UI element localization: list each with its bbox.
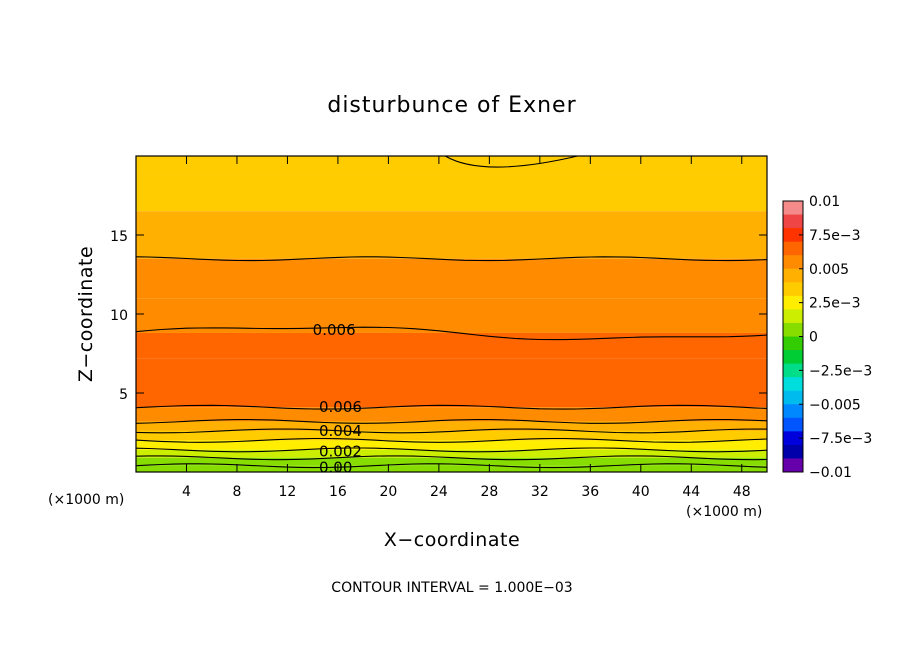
colorbar-label-2: 0.005 <box>809 262 849 278</box>
contour-line-4 <box>135 428 768 434</box>
colorbar-label-1: 7.5e−3 <box>809 228 861 244</box>
contour-line-5 <box>135 419 768 424</box>
colorbar-swatch-17 <box>783 431 803 446</box>
contour-label-1: 0.006 <box>319 398 362 416</box>
field-band-0 <box>136 156 767 175</box>
colorbar-swatch-0 <box>783 201 803 216</box>
x-tick-label-3: 16 <box>329 484 347 500</box>
y-axis-ticks: 5 10 15 <box>110 229 767 403</box>
field-band-13 <box>136 457 767 466</box>
x-tick-label-11: 48 <box>733 484 751 500</box>
field-band-3 <box>136 258 767 299</box>
colorbar-label-7: −7.5e−3 <box>809 431 872 447</box>
colorbar-swatch-2 <box>783 228 803 243</box>
contour-lines <box>135 155 768 469</box>
field-band-10 <box>136 430 767 441</box>
colorbar-swatch-12 <box>783 363 803 378</box>
y-tick-label-2: 15 <box>110 229 128 245</box>
field-band-9 <box>136 421 767 431</box>
x-axis-label: X−coordinate <box>384 529 520 551</box>
colorbar-label-3: 2.5e−3 <box>809 296 861 312</box>
colorbar: 0.01 7.5e−3 0.005 2.5e−3 0 −2.5e−3 −0.005 −7.5e… <box>782 194 872 481</box>
colorbar-swatch-14 <box>783 390 803 405</box>
contour-line-3 <box>135 437 768 443</box>
x-axis-ticks: 4 8 12 16 20 24 28 32 36 40 44 48 <box>182 156 751 500</box>
colorbar-label-6: −0.005 <box>809 397 861 413</box>
contour-line-7 <box>135 326 768 341</box>
contour-line-1 <box>135 455 768 461</box>
contour-label-3: 0.002 <box>319 442 362 460</box>
field-band-4 <box>136 298 767 333</box>
chart-title: disturbunce of Exner <box>327 93 576 118</box>
contour-label-0: 0.006 <box>313 321 356 339</box>
x-tick-label-10: 44 <box>682 484 700 500</box>
field-band-11 <box>136 440 767 450</box>
colorbar-label-4: 0 <box>809 330 818 346</box>
colorbar-swatch-7 <box>783 295 803 310</box>
colorbar-label-5: −2.5e−3 <box>809 363 872 379</box>
field-band-1 <box>136 174 767 212</box>
x-tick-label-0: 4 <box>182 484 191 500</box>
colorbar-swatch-9 <box>783 322 803 337</box>
x-tick-label-5: 24 <box>430 484 448 500</box>
colorbar-swatch-18 <box>783 444 803 459</box>
x-tick-label-9: 40 <box>632 484 650 500</box>
y-tick-label-0: 5 <box>119 387 128 403</box>
x-tick-label-6: 28 <box>480 484 498 500</box>
field-band-6 <box>136 358 767 393</box>
colorbar-swatch-5 <box>783 268 803 283</box>
colorbar-swatch-8 <box>783 309 803 324</box>
colorbar-swatch-4 <box>783 255 803 270</box>
y-axis-label: Z−coordinate <box>75 246 97 382</box>
colorbar-swatch-6 <box>783 282 803 297</box>
colorbar-swatch-13 <box>783 377 803 392</box>
x-tick-label-7: 32 <box>531 484 549 500</box>
contour-line-top <box>444 155 578 168</box>
x-tick-label-2: 12 <box>279 484 297 500</box>
contour-label-4: 0.00 <box>319 458 352 476</box>
contour-label-2: 0.004 <box>319 422 362 440</box>
contour-line-6 <box>135 404 768 410</box>
field-band-14 <box>136 465 767 472</box>
field-band-8 <box>136 407 767 422</box>
x-tick-label-8: 36 <box>581 484 599 500</box>
colorbar-label-8: −0.01 <box>809 465 852 481</box>
x-axis-unit-left: (×1000 m) <box>48 492 124 508</box>
contour-line-2 <box>135 447 768 453</box>
x-tick-label-1: 8 <box>232 484 241 500</box>
x-axis-unit-right: (×1000 m) <box>686 504 762 520</box>
field-band-2 <box>136 211 767 259</box>
colorbar-swatch-1 <box>783 214 803 229</box>
colorbar-swatch-11 <box>783 350 803 365</box>
colorbar-label-0: 0.01 <box>809 194 840 210</box>
contour-line-0 <box>135 463 768 469</box>
contour-line-8 <box>135 256 768 262</box>
x-tick-label-4: 20 <box>379 484 397 500</box>
colorbar-swatch-16 <box>783 417 803 432</box>
colorbar-swatch-19 <box>783 458 803 473</box>
y-tick-label-1: 10 <box>110 308 128 324</box>
contour-fills <box>136 156 767 472</box>
field-band-7 <box>136 393 767 408</box>
colorbar-swatch-15 <box>783 404 803 419</box>
colorbar-swatch-10 <box>783 336 803 351</box>
field-band-12 <box>136 449 767 458</box>
contour-interval-note: CONTOUR INTERVAL = 1.000E−03 <box>331 580 572 596</box>
colorbar-swatch-3 <box>783 241 803 256</box>
